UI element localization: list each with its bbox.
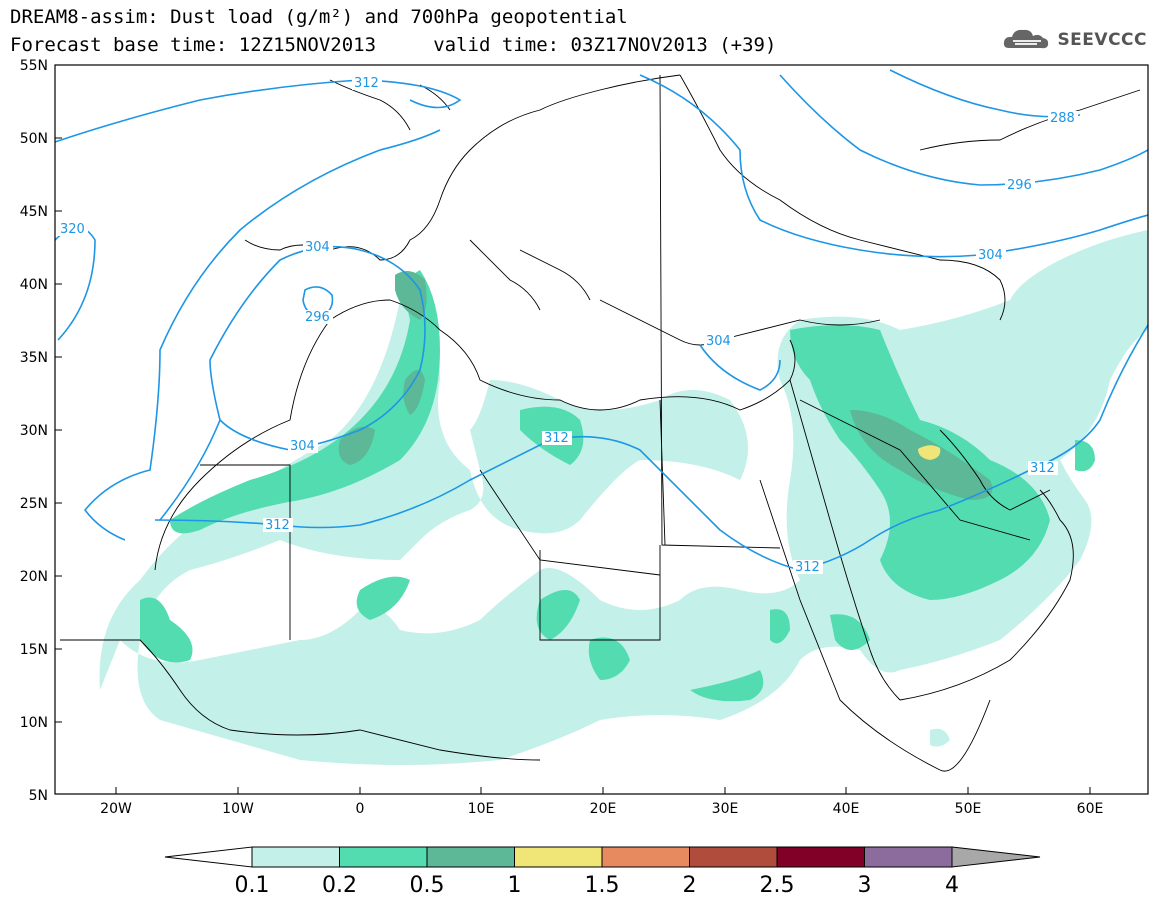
colorbar-tick: 2 (683, 873, 697, 898)
colorbar-bin (426, 846, 515, 868)
contour-label: 304 (305, 240, 330, 255)
colorbar-bin (864, 846, 953, 868)
colorbar-tick: 4 (945, 873, 959, 898)
colorbar-tick: 0.5 (410, 873, 445, 898)
contour-label: 320 (60, 222, 85, 237)
logo-text: SEEVCCC (1057, 30, 1147, 50)
colorbar-bin (689, 846, 778, 868)
colorbar-bin (601, 846, 690, 868)
lon-label: 20W (100, 801, 132, 817)
colorbar-tick: 3 (858, 873, 872, 898)
lat-label: 25N (20, 496, 48, 512)
contour-label: 304 (706, 334, 731, 349)
contour-label: 312 (265, 518, 290, 533)
lat-label: 40N (20, 277, 48, 293)
logo: SEEVCCC (1001, 26, 1147, 54)
latitude-axis: 55N 50N 45N 40N 35N 30N 25N 20N 15N 10N … (20, 58, 62, 804)
cloud-logo-icon (1004, 29, 1049, 49)
contour-label: 312 (354, 76, 379, 91)
longitude-axis: 20W 10W 0 10E 20E 30E 40E 50E 60E (100, 787, 1103, 817)
lon-label: 40E (833, 801, 860, 817)
dust-peak-shading (918, 445, 941, 460)
colorbar-tick: 0.2 (322, 873, 357, 898)
lon-label: 0 (356, 801, 365, 817)
lat-label: 5N (29, 788, 48, 804)
contour-label: 304 (290, 439, 315, 454)
contour-labels: 312 320 304 296 304 312 312 304 312 288 … (58, 76, 1078, 575)
colorbar-high-arrow (951, 846, 1041, 868)
colorbar-tick: 1 (508, 873, 522, 898)
colorbar: 0.1 0.2 0.5 1 1.5 2 2.5 3 4 (164, 846, 1041, 898)
colorbar-tick: 2.5 (760, 873, 795, 898)
colorbar-tick: 0.1 (235, 873, 270, 898)
colorbar-bin (339, 846, 428, 868)
contour-label: 304 (978, 248, 1003, 263)
lon-label: 10E (468, 801, 495, 817)
contour-label: 288 (1050, 111, 1075, 126)
lat-label: 15N (20, 642, 48, 658)
contour-label: 296 (305, 310, 330, 325)
colorbar-bin (514, 846, 603, 868)
colorbar-bin (251, 846, 340, 868)
contour-label: 312 (795, 560, 820, 575)
colorbar-bin (776, 846, 865, 868)
lat-label: 45N (20, 204, 48, 220)
map-subtitle: Forecast base time: 12Z15NOV2013 valid t… (10, 34, 777, 56)
lat-label: 35N (20, 350, 48, 366)
contour-label: 312 (544, 431, 569, 446)
lon-label: 50E (955, 801, 982, 817)
colorbar-tick: 1.5 (585, 873, 620, 898)
lon-label: 60E (1077, 801, 1104, 817)
lat-label: 55N (20, 58, 48, 74)
lat-label: 30N (20, 423, 48, 439)
lon-label: 30E (712, 801, 739, 817)
lat-label: 20N (20, 569, 48, 585)
lon-label: 10W (222, 801, 254, 817)
map-title: DREAM8-assim: Dust load (g/m²) and 700hP… (10, 6, 628, 28)
lat-label: 10N (20, 715, 48, 731)
lat-label: 50N (20, 131, 48, 147)
contour-label: 312 (1030, 461, 1055, 476)
lon-label: 20E (590, 801, 617, 817)
colorbar-low-arrow (164, 846, 253, 868)
contour-label: 296 (1007, 178, 1032, 193)
